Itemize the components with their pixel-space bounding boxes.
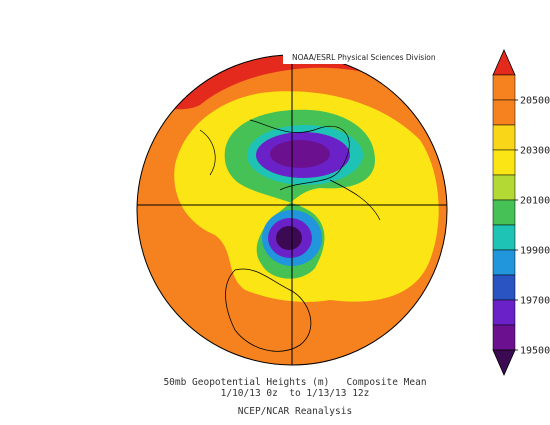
header-box <box>283 51 450 64</box>
colorbar-arrow <box>492 49 516 76</box>
colorbar-label: 19900 <box>520 246 550 257</box>
field-dark <box>276 226 302 250</box>
colorbar-arrow <box>492 349 516 376</box>
colorbar-label: 20100 <box>520 196 550 207</box>
colorbar-swatch <box>492 324 516 351</box>
colorbar-label: 20300 <box>520 146 550 157</box>
coastline <box>225 268 312 352</box>
map <box>137 55 447 365</box>
header-title: NOAA/ESRL Physical Sciences Division <box>292 53 436 62</box>
caption-line: 50mb Geopotential Heights (m) Composite … <box>163 377 426 388</box>
caption-line: 1/10/13 0z to 1/13/13 12z <box>221 388 370 399</box>
colorbar-swatch <box>492 249 516 276</box>
colorbar-swatch <box>492 149 516 176</box>
colorbar-swatch <box>492 174 516 201</box>
colorbar-swatch <box>492 274 516 301</box>
colorbar-label: 19700 <box>520 296 550 307</box>
coastline <box>199 119 381 221</box>
colorbar-label: 20500 <box>520 96 550 107</box>
colorbar: 20500 20300 20100 19900 19700 19500 <box>492 49 550 376</box>
colorbar-swatch <box>492 224 516 251</box>
colorbar-swatch <box>492 124 516 151</box>
colorbar-label: 19500 <box>520 346 550 357</box>
colorbar-swatch <box>492 74 516 101</box>
field-dark-purple <box>270 140 330 168</box>
caption-line: NCEP/NCAR Reanalysis <box>238 406 352 417</box>
colorbar-swatch <box>492 299 516 326</box>
colorbar-swatch <box>492 99 516 126</box>
colorbar-swatch <box>492 199 516 226</box>
